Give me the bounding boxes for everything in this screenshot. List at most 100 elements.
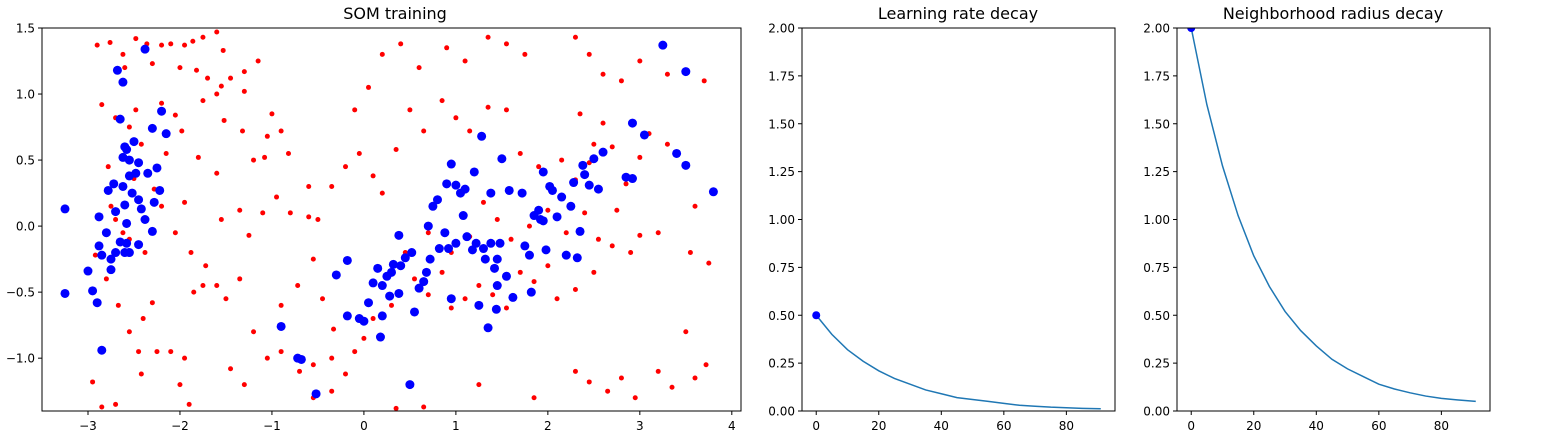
som-node-point — [127, 188, 137, 198]
y-tick-label: 0.25 — [1143, 357, 1170, 371]
data-sample-point — [393, 405, 399, 411]
data-sample-point — [379, 51, 385, 57]
som-node-point — [103, 185, 113, 195]
y-tick-label: −0.5 — [6, 286, 35, 300]
data-sample-point — [159, 42, 165, 48]
som-node-point — [598, 147, 608, 157]
som-node-point — [672, 148, 682, 158]
som-node-point — [460, 184, 470, 194]
y-tick-label: 2.00 — [1143, 22, 1170, 36]
data-sample-point — [554, 296, 560, 302]
data-sample-point — [138, 141, 144, 147]
data-sample-point — [462, 58, 468, 64]
data-sample-point — [692, 375, 698, 381]
som-node-point — [467, 245, 477, 255]
y-tick-label: 1.75 — [768, 69, 795, 83]
som-node-point — [561, 250, 571, 260]
data-sample-point — [485, 34, 491, 40]
som-node-point — [421, 267, 431, 277]
som-node-point — [385, 291, 395, 301]
y-tick-label: 0.50 — [1143, 309, 1170, 323]
x-tick-label: 0 — [812, 419, 820, 433]
som-node-point — [572, 253, 582, 263]
som-node-point — [115, 114, 125, 124]
data-sample-point — [703, 362, 709, 368]
data-sample-point — [172, 230, 178, 236]
som-node-point — [584, 180, 594, 190]
som-node-point — [524, 250, 534, 260]
data-sample-point — [572, 368, 578, 374]
data-sample-point — [194, 67, 200, 73]
data-sample-point — [149, 61, 155, 67]
data-sample-point — [453, 115, 459, 121]
som-node-point — [432, 195, 442, 205]
data-sample-point — [221, 117, 227, 123]
som-node-point — [331, 270, 341, 280]
som-node-point — [131, 168, 141, 178]
data-sample-point — [526, 223, 532, 229]
som-node-point — [428, 201, 438, 211]
som-node-point — [136, 204, 146, 214]
som-node-point — [134, 158, 144, 168]
som-node-point — [575, 226, 585, 236]
som-node-point — [377, 281, 387, 291]
data-sample-point — [439, 269, 445, 275]
som-node-point — [152, 163, 162, 173]
som-training-ticks: −3 −2 −1 0 1 2 3 4 −1.0 −0.5 0.0 0.5 1.0 1.5 — [6, 22, 736, 434]
data-sample-point — [508, 236, 514, 242]
som-node-point — [451, 180, 461, 190]
x-tick-label: 40 — [1309, 419, 1324, 433]
data-sample-point — [122, 65, 128, 71]
som-node-point — [106, 254, 116, 264]
data-sample-point — [274, 194, 280, 200]
decay-curve-line — [815, 314, 1101, 410]
data-sample-point — [683, 329, 689, 335]
data-sample-point — [177, 382, 183, 388]
data-sample-point — [228, 75, 234, 81]
som-training-title: SOM training — [343, 4, 447, 23]
data-sample-point — [600, 120, 606, 126]
som-node-point — [534, 205, 544, 215]
data-sample-point — [306, 183, 312, 189]
x-tick-label: 80 — [1059, 419, 1074, 433]
som-node-point — [557, 192, 567, 202]
som-node-point — [520, 241, 530, 251]
som-node-point — [124, 155, 134, 165]
data-sample-point — [595, 236, 601, 242]
data-sample-point — [200, 283, 206, 289]
y-tick-label: 0.0 — [16, 220, 35, 234]
data-sample-point — [94, 42, 100, 48]
data-sample-point — [237, 207, 243, 213]
data-sample-point — [490, 292, 496, 298]
data-sample-point — [655, 368, 661, 374]
data-sample-point — [255, 58, 261, 64]
y-tick-label: 0.00 — [768, 405, 795, 419]
data-sample-point — [370, 316, 376, 322]
data-sample-point — [223, 296, 229, 302]
data-sample-point — [120, 230, 126, 236]
data-sample-point — [637, 58, 643, 64]
som-node-point — [444, 244, 454, 254]
data-sample-point — [582, 210, 588, 216]
som-node-point — [458, 211, 468, 221]
data-sample-point — [563, 230, 569, 236]
y-tick-label: 1.50 — [1143, 117, 1170, 131]
som-node-point — [147, 226, 157, 236]
data-sample-point — [240, 128, 246, 134]
som-node-point — [342, 255, 352, 265]
som-node-point — [375, 332, 385, 342]
data-sample-point — [361, 335, 367, 341]
som-node-point — [442, 179, 452, 189]
data-sample-point — [159, 203, 165, 209]
data-sample-point — [343, 164, 349, 170]
data-sample-point — [591, 269, 597, 275]
data-sample-point — [218, 83, 224, 89]
data-sample-point — [407, 107, 413, 113]
data-sample-point — [287, 210, 293, 216]
som-node-point — [140, 215, 150, 224]
data-sample-point — [218, 217, 224, 222]
som-node-point — [526, 287, 536, 297]
data-sample-point — [278, 128, 284, 134]
som-node-point — [134, 195, 144, 205]
